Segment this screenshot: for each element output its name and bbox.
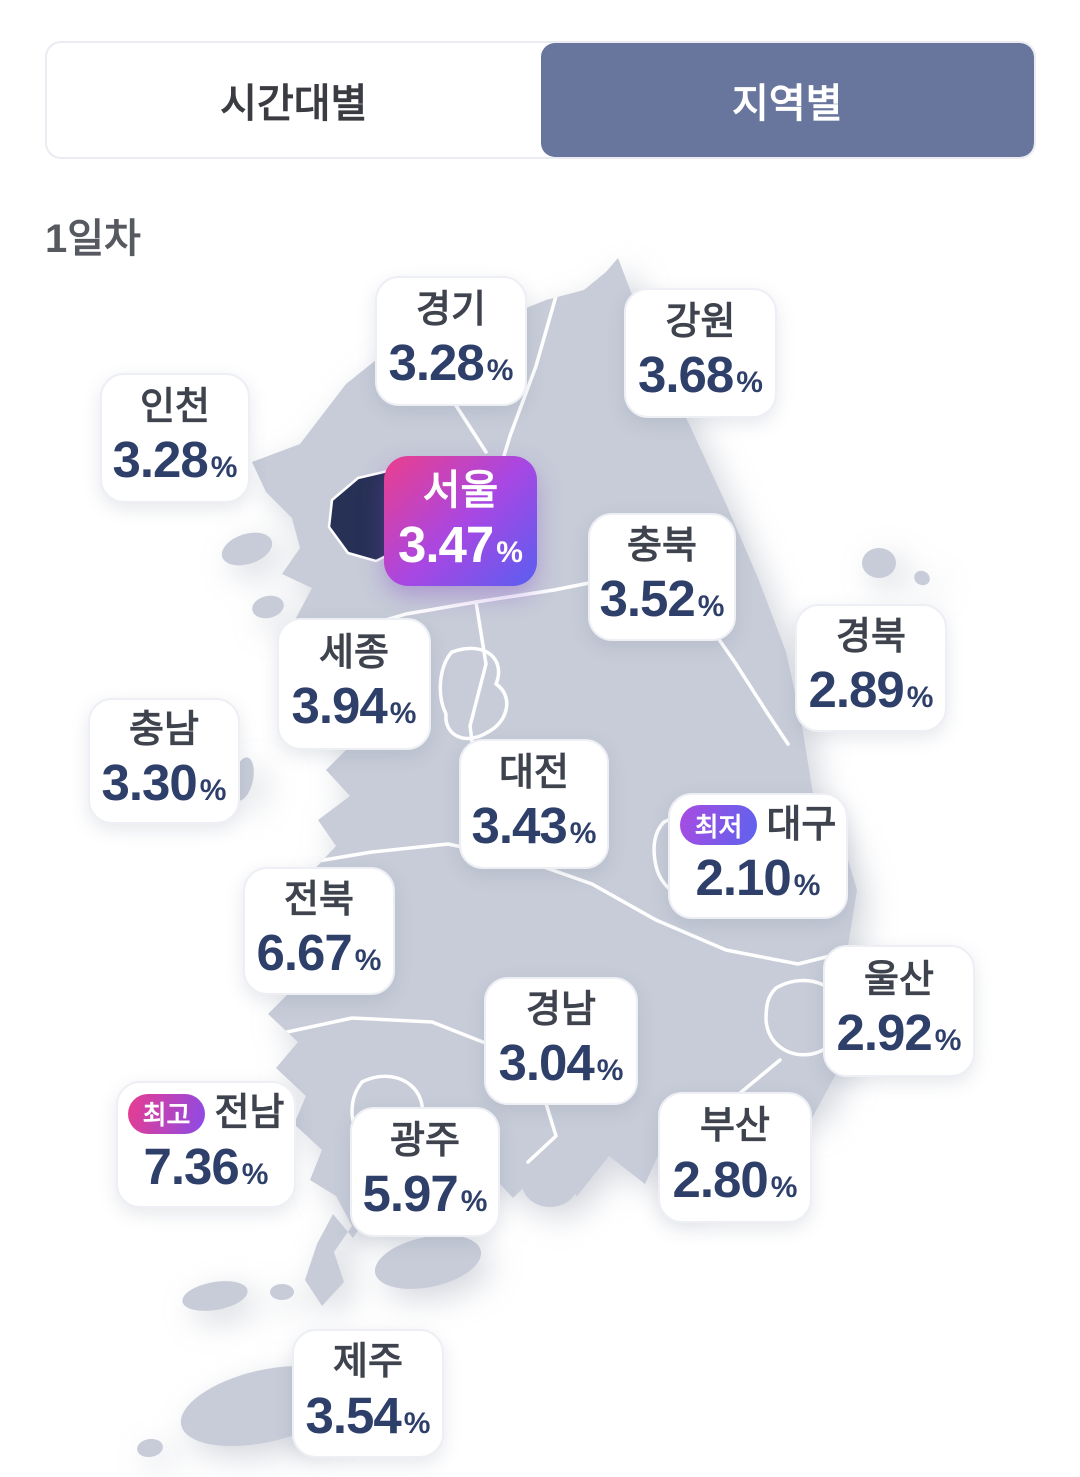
region-card-ulsan: 울산 2.92% (823, 945, 975, 1077)
region-value: 3.52% (599, 570, 725, 628)
region-value: 3.04% (498, 1034, 624, 1092)
lowest-badge: 최저 (679, 805, 758, 846)
region-value: 2.80% (672, 1150, 798, 1208)
region-card-daegu-lowest: 최저 대구 2.10% (668, 793, 848, 919)
region-name: 인천 (140, 385, 210, 428)
region-value: 2.89% (808, 661, 934, 719)
region-value: 3.28% (388, 334, 514, 392)
tab-by-time[interactable]: 시간대별 (220, 82, 368, 126)
region-value: 3.30% (101, 754, 227, 812)
region-name: 경남 (526, 988, 596, 1031)
region-card-sejong: 세종 3.94% (277, 618, 431, 750)
region-value: 2.92% (836, 1004, 962, 1062)
region-card-chungbuk: 충북 3.52% (588, 513, 736, 641)
region-card-gwangju: 광주 5.97% (350, 1107, 500, 1237)
region-value: 2.10% (695, 849, 821, 907)
highest-badge: 최고 (127, 1093, 206, 1134)
region-value: 5.97% (362, 1165, 488, 1223)
region-name: 충북 (627, 524, 697, 567)
region-card-gangwon: 강원 3.68% (624, 288, 777, 418)
region-card-busan: 부산 2.80% (658, 1092, 812, 1223)
region-value: 6.67% (256, 924, 382, 982)
region-name: 전북 (284, 878, 354, 921)
region-card-gyeonggi: 경기 3.28% (375, 276, 527, 406)
region-name: 세종 (319, 631, 389, 674)
region-name: 광주 (390, 1119, 460, 1162)
region-card-jeju: 제주 3.54% (292, 1329, 444, 1458)
region-value: 3.28% (112, 431, 238, 489)
region-name: 울산 (864, 958, 934, 1001)
region-card-gyeongbuk: 경북 2.89% (795, 604, 947, 732)
region-name: 부산 (700, 1105, 770, 1148)
region-value: 7.36% (143, 1137, 269, 1195)
region-value: 3.47% (398, 516, 523, 574)
region-name: 경기 (416, 288, 486, 331)
region-value: 3.43% (471, 797, 597, 855)
region-card-jeonbuk: 전북 6.67% (243, 867, 395, 995)
tab-by-region[interactable]: 지역별 (540, 43, 1034, 157)
region-name: 전남 (214, 1092, 285, 1135)
day-label: 1일차 (45, 217, 141, 261)
tab-bar: 시간대별 지역별 (45, 41, 1036, 159)
region-card-daejeon: 대전 3.43% (459, 739, 609, 869)
region-name: 경북 (836, 615, 906, 658)
region-card-chungnam: 충남 3.30% (88, 698, 240, 824)
region-card-gyeongnam: 경남 3.04% (484, 977, 638, 1105)
region-name: 대전 (499, 751, 569, 794)
region-card-jeonnam-highest: 최고 전남 7.36% (116, 1081, 296, 1208)
region-name: 충남 (129, 708, 199, 751)
region-value: 3.68% (638, 346, 763, 404)
region-name: 대구 (766, 803, 837, 846)
region-card-seoul-highlighted: 서울 3.47% (384, 456, 537, 586)
region-value: 3.54% (305, 1386, 431, 1444)
region-name: 강원 (665, 300, 736, 343)
region-value: 3.94% (291, 677, 417, 735)
region-name: 서울 (422, 466, 499, 513)
region-card-incheon: 인천 3.28% (100, 373, 250, 503)
region-name: 제주 (333, 1341, 403, 1384)
